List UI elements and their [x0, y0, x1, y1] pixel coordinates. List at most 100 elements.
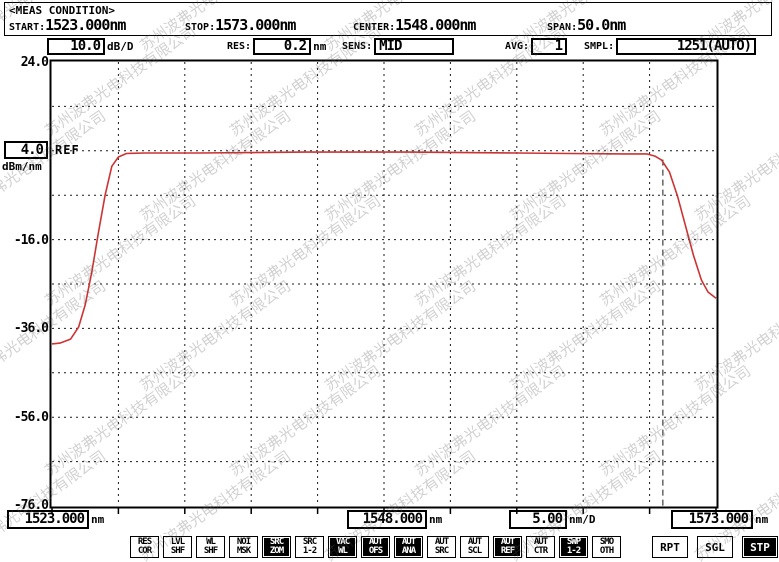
ref-level-value: 4.0	[4, 141, 48, 159]
softkey-swp-1-2[interactable]: SWP 1-2	[559, 536, 588, 558]
x-axis-center: 1548.000 nm	[347, 510, 442, 529]
span-field: SPAN: 50.0nm	[547, 16, 626, 34]
softkey-label: RES	[137, 537, 152, 547]
meas-condition-panel: <MEAS CONDITION> START: 1523.000nm STOP:…	[4, 2, 772, 36]
softkey-label: COR	[137, 546, 152, 556]
center-value: 1548.000nm	[395, 16, 476, 34]
softkey-label: CTR	[533, 546, 548, 556]
level-scale-value: 10.0	[47, 37, 105, 55]
x-stop-value: 1573.000	[671, 510, 753, 529]
softkey-aut-ofs[interactable]: AUT OFS	[361, 536, 390, 558]
ref-marker-label: REF	[55, 143, 80, 157]
meas-condition-title: <MEAS CONDITION>	[9, 4, 115, 17]
softkey-aut-ana[interactable]: AUT ANA	[394, 536, 423, 558]
softkey-label: OFS	[368, 546, 383, 556]
sensitivity-value: MID	[374, 37, 455, 55]
average-label: AVG:	[505, 40, 530, 52]
resolution-label: RES:	[227, 40, 252, 52]
softkey-label: OTH	[599, 546, 614, 556]
softkey-smo-oth[interactable]: SMO OTH	[592, 536, 621, 558]
y-tick-top: 24.0	[20, 55, 49, 70]
resolution-field: RES: 0.2 nm	[227, 37, 326, 55]
softkey-label: SRC	[302, 537, 317, 547]
softkey-label: NOI	[236, 537, 251, 547]
sweep-key-sgl[interactable]: SGL	[697, 536, 733, 558]
start-wavelength-field: START: 1523.000nm	[9, 16, 126, 34]
softkey-label: SRC	[269, 537, 284, 547]
sweep-key-rpt[interactable]: RPT	[652, 536, 688, 558]
softkey-noi-msk[interactable]: NOI MSK	[229, 536, 258, 558]
plot-border	[49, 59, 719, 509]
softkey-label: SMO	[599, 537, 614, 547]
stop-wavelength-field: STOP: 1573.000nm	[185, 16, 296, 34]
softkey-label: AUT	[533, 537, 548, 547]
softkey-wl-shf[interactable]: WL SHF	[196, 536, 225, 558]
x-scale-value: 5.00	[509, 510, 567, 529]
level-scale-field: 10.0 dB/D	[47, 37, 134, 55]
sampling-field: SMPL: 1251(AUTO)	[584, 37, 757, 55]
softkey-src-1-2[interactable]: SRC 1-2	[295, 536, 324, 558]
center-wavelength-field: CENTER: 1548.000nm	[353, 16, 476, 34]
spectrum-plot	[49, 59, 719, 514]
softkey-label: SRC	[434, 546, 449, 556]
softkey-label: ZOM	[269, 546, 284, 556]
softkey-aut-scl[interactable]: AUT SCL	[460, 536, 489, 558]
softkey-aut-src[interactable]: AUT SRC	[427, 536, 456, 558]
span-value: 50.0nm	[577, 16, 626, 34]
softkey-label: SHF	[203, 546, 218, 556]
softkey-label: AUT	[368, 537, 383, 547]
x-scale-unit: nm/D	[569, 513, 596, 526]
x-center-unit: nm	[429, 513, 443, 526]
softkey-label: WL	[338, 546, 348, 556]
x-start-unit: nm	[91, 513, 105, 526]
span-label: SPAN:	[547, 22, 578, 33]
spectrum-trace	[51, 151, 717, 345]
softkey-label: MSK	[236, 546, 251, 556]
x-stop-unit: nm	[755, 513, 769, 526]
softkey-label: LVL	[170, 537, 185, 547]
softkey-label: SCL	[467, 546, 482, 556]
sweep-key-row: RPT SGL STP	[652, 536, 778, 558]
softkey-aut-ctr[interactable]: AUT CTR	[526, 536, 555, 558]
softkey-src-zom[interactable]: SRC ZOM	[262, 536, 291, 558]
sampling-label: SMPL:	[584, 40, 615, 52]
x-axis-stop: 1573.000 nm	[671, 510, 768, 529]
start-label: START:	[9, 22, 46, 33]
y-tick-m36: -36.0	[13, 321, 49, 336]
y-tick-m76: -76.0	[13, 498, 49, 513]
y-tick-m16: -16.0	[13, 233, 49, 248]
average-field: AVG: 1	[505, 37, 568, 55]
softkey-label: REF	[500, 546, 515, 556]
sweep-key-stp[interactable]: STP	[742, 536, 778, 558]
start-value: 1523.000nm	[45, 16, 126, 34]
softkey-label: AUT	[401, 537, 416, 547]
resolution-unit: nm	[313, 39, 327, 53]
softkey-res-cor[interactable]: RES COR	[130, 536, 159, 558]
sampling-value: 1251(AUTO)	[616, 37, 757, 55]
ref-level-unit: dBm/nm	[2, 160, 42, 173]
sensitivity-label: SENS:	[342, 40, 373, 52]
y-tick-m56: -56.0	[13, 410, 49, 425]
level-scale-unit: dB/D	[107, 39, 134, 53]
softkey-label: SHF	[170, 546, 185, 556]
x-axis-start: 1523.000 nm	[7, 510, 104, 529]
x-center-value: 1548.000	[347, 510, 427, 529]
softkey-lvl-shf[interactable]: LVL SHF	[163, 536, 192, 558]
softkey-label: AUT	[434, 537, 449, 547]
softkey-label: ANA	[401, 546, 416, 556]
softkey-label: WL	[206, 537, 216, 547]
softkey-aut-ref[interactable]: AUT REF	[493, 536, 522, 558]
stop-label: STOP:	[185, 22, 216, 33]
resolution-value: 0.2	[253, 37, 312, 55]
sensitivity-field: SENS: MID	[342, 37, 455, 55]
center-label: CENTER:	[353, 22, 396, 33]
softkey-vac-wl[interactable]: VAC WL	[328, 536, 357, 558]
average-value: 1	[531, 37, 568, 55]
x-axis-scale: 5.00 nm/D	[509, 510, 596, 529]
softkey-label: 1-2	[566, 546, 581, 556]
softkey-label: SWP	[566, 537, 581, 547]
softkey-label: AUT	[500, 537, 515, 547]
stop-value: 1573.000nm	[215, 16, 296, 34]
softkey-label: 1-2	[302, 546, 317, 556]
softkey-label: VAC	[335, 537, 350, 547]
